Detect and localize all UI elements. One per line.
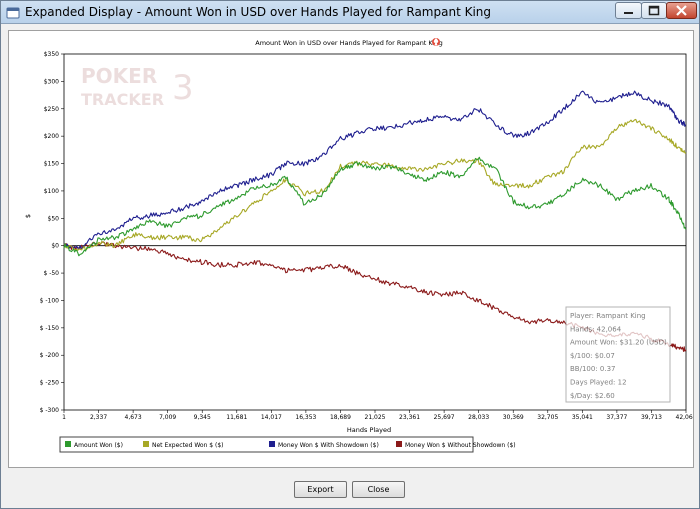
tooltip-line: BB/100: 0.37 xyxy=(570,365,616,373)
y-tick-label: $100 xyxy=(44,188,59,195)
x-tick-label: 32,705 xyxy=(537,414,558,421)
y-tick-label: $ -100 xyxy=(40,297,60,304)
maximize-icon xyxy=(648,5,660,16)
legend-item: Net Expected Won $ ($) xyxy=(143,441,224,449)
y-tick-labels: $350 $300 $250 $200 $150 $100 $50 $0 $ -50 $ -100… xyxy=(40,51,64,414)
tooltip: Player: Rampant King Hands: 42,064 Amount … xyxy=(565,306,671,403)
x-tick-label: 11,681 xyxy=(226,414,247,421)
minimize-button[interactable] xyxy=(615,2,642,19)
legend-item: Money Won $ With Showdown ($) xyxy=(269,441,379,449)
tooltip-line: Days Played: 12 xyxy=(570,379,627,387)
series-line xyxy=(63,156,687,257)
x-tick-label: 28,033 xyxy=(468,414,489,421)
legend-swatch xyxy=(269,441,275,447)
y-tick-label: $ -150 xyxy=(40,325,60,332)
chart-title: Amount Won in USD over Hands Played for … xyxy=(255,39,443,47)
legend-swatch xyxy=(396,441,402,447)
tooltip-line: $/Day: $2.60 xyxy=(570,392,615,400)
watermark-number: 3 xyxy=(172,68,194,108)
close-icon xyxy=(676,5,687,16)
legend-item: Amount Won ($) xyxy=(65,441,123,449)
y-tick-label: $350 xyxy=(44,51,59,58)
tooltip-line: Player: Rampant King xyxy=(570,312,646,320)
y-tick-label: $ -300 xyxy=(40,407,60,414)
x-axis-label: Hands Played xyxy=(347,426,391,434)
tooltip-line: $/100: $0.07 xyxy=(570,352,615,360)
spade-icon xyxy=(432,38,440,46)
y-tick-label: $0 xyxy=(51,243,59,250)
x-tick-label: 37,377 xyxy=(606,414,627,421)
x-tick-label: 23,361 xyxy=(399,414,420,421)
legend-label: Net Expected Won $ ($) xyxy=(152,442,224,449)
x-tick-label: 39,713 xyxy=(641,414,662,421)
legend-label: Amount Won ($) xyxy=(74,442,123,449)
app-icon xyxy=(6,5,20,19)
watermark-tracker: TRACKER xyxy=(81,90,164,109)
x-tick-label: 25,697 xyxy=(434,414,455,421)
y-tick-label: $ -50 xyxy=(43,270,59,277)
tooltip-line: Hands: 42,064 xyxy=(570,325,622,333)
y-tick-label: $50 xyxy=(48,215,60,222)
minimize-icon xyxy=(624,12,633,14)
maximize-button[interactable] xyxy=(641,2,667,19)
legend-item: Money Won $ Without Showdown ($) xyxy=(396,441,516,449)
tooltip-line: Amount Won: $31.20 (USD) xyxy=(570,339,667,347)
legend-swatch xyxy=(65,441,71,447)
plot-border xyxy=(63,53,687,411)
amount-won-chart: POKER TRACKER 3 Amount Won in USD over H… xyxy=(24,38,697,453)
x-tick-label: 35,041 xyxy=(572,414,593,421)
title-bar[interactable]: Expanded Display - Amount Won in USD ove… xyxy=(1,1,699,24)
x-tick-label: 2,337 xyxy=(90,414,107,421)
x-tick-label: 1 xyxy=(62,414,66,421)
legend-label: Money Won $ Without Showdown ($) xyxy=(405,442,516,449)
y-tick-label: $300 xyxy=(44,78,59,85)
x-tick-labels: 1 2,337 4,673 7,009 9,345 11,681 14,017 16,353 1… xyxy=(62,410,697,421)
legend-label: Money Won $ With Showdown ($) xyxy=(278,442,379,449)
close-button[interactable]: Close xyxy=(352,481,405,498)
bottom-bar xyxy=(1,471,699,508)
watermark: POKER TRACKER 3 xyxy=(81,64,194,109)
x-tick-label: 14,017 xyxy=(261,414,282,421)
x-tick-label: 7,009 xyxy=(159,414,176,421)
x-tick-label: 21,025 xyxy=(365,414,386,421)
x-tick-label: 30,369 xyxy=(503,414,524,421)
window-title: Expanded Display - Amount Won in USD ove… xyxy=(25,5,492,19)
x-tick-label: 18,689 xyxy=(330,414,351,421)
series-line xyxy=(63,118,687,251)
y-tick-label: $250 xyxy=(44,106,59,113)
plot-area xyxy=(63,53,687,411)
y-tick-label: $ -200 xyxy=(40,352,60,359)
watermark-poker: POKER xyxy=(81,64,157,88)
legend: Amount Won ($) Net Expected Won $ ($) Mone… xyxy=(59,436,516,453)
y-tick-label: $150 xyxy=(44,161,59,168)
x-tick-label: 9,345 xyxy=(194,414,211,421)
y-tick-label: $200 xyxy=(44,133,59,140)
legend-swatch xyxy=(143,441,149,447)
y-tick-label: $ -250 xyxy=(40,380,60,387)
y-axis-label: $ xyxy=(24,214,32,218)
chart-panel: POKER TRACKER 3 Amount Won in USD over H… xyxy=(8,30,697,468)
x-tick-label: 4,673 xyxy=(125,414,142,421)
series-line xyxy=(63,90,687,250)
close-window-button[interactable] xyxy=(666,2,697,19)
x-tick-label: 42,064 xyxy=(676,414,694,421)
export-button[interactable]: Export xyxy=(294,481,347,498)
x-tick-label: 16,353 xyxy=(295,414,316,421)
